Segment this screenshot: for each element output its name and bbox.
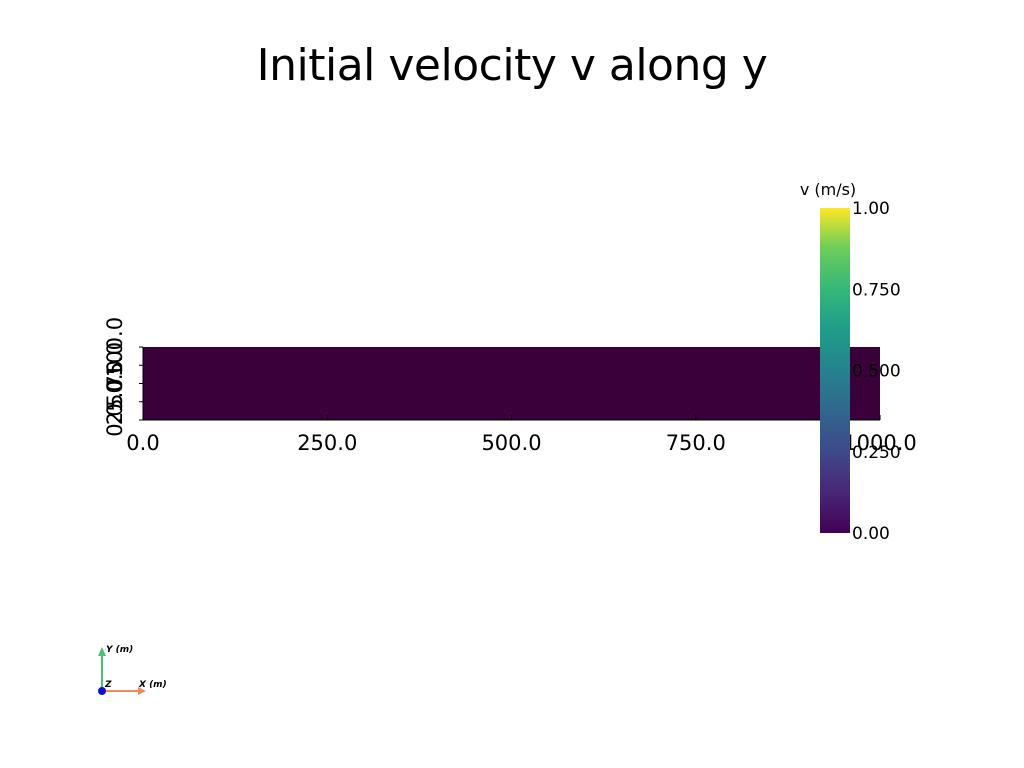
velocity-field xyxy=(143,347,880,420)
colorbar-tick-label: 0.250 xyxy=(852,443,901,463)
colorbar-tick-label: 0.00 xyxy=(852,524,890,544)
y-axis-widget-label: Y (m) xyxy=(106,645,133,655)
chart-title: Initial velocity v along y xyxy=(256,40,768,91)
x-tick-label: 250.0 xyxy=(297,431,357,455)
y-tick-label: 0.0 xyxy=(103,403,127,436)
z-axis-widget-label: Z xyxy=(104,680,112,690)
colorbar-title: v (m/s) xyxy=(800,180,856,199)
axes-orientation-widget: X (m) Y (m) Z xyxy=(98,645,167,695)
axis-layer: 0.0 250.0 500.0 750.0 1000.00.025.050.075.01… xyxy=(103,317,917,455)
y-arrow-head xyxy=(98,647,106,656)
y-tick-label: 25.0 xyxy=(103,378,127,425)
colorbar-tick-label: 0.750 xyxy=(852,280,901,300)
colorbar-tick-label: 1.00 xyxy=(852,199,890,219)
x-tick-label: 500.0 xyxy=(481,431,541,455)
x-tick-label: 0.0 xyxy=(126,431,159,455)
y-tick-label: 75.0 xyxy=(103,342,127,389)
z-axis-dot xyxy=(98,687,106,695)
x-tick-label: 1000.0 xyxy=(843,431,916,455)
x-tick-label: 750.0 xyxy=(666,431,726,455)
x-arrow-head xyxy=(138,687,146,695)
y-tick-label: 50.0 xyxy=(103,360,127,407)
colorbar-layer: v (m/s)1.00 0.750 0.500 0.250 0.00 xyxy=(800,180,901,544)
y-tick-label: 100.0 xyxy=(103,317,127,377)
colorbar-gradient xyxy=(820,208,850,533)
x-axis-widget-label: X (m) xyxy=(138,680,167,690)
field-layer xyxy=(143,347,880,420)
colorbar-tick-label: 0.500 xyxy=(852,362,901,382)
